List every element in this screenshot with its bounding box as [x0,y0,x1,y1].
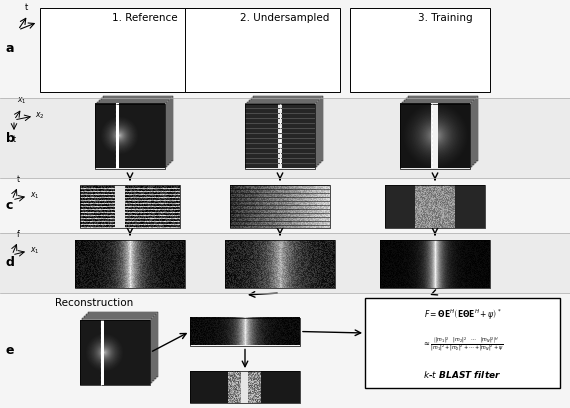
Bar [225,240,335,288]
Bar [402,102,472,166]
Bar [404,100,474,164]
Text: c: c [6,199,13,212]
Bar [75,240,185,288]
Text: t: t [17,175,19,184]
Bar [406,98,476,162]
Bar [385,185,485,228]
Bar [245,104,315,169]
Bar [103,95,173,160]
Text: f: f [17,230,19,239]
Bar [380,240,490,288]
Bar [408,95,478,160]
Text: e: e [6,344,14,357]
Text: $x_1$: $x_1$ [30,191,39,201]
Bar [97,102,167,166]
Bar [86,314,156,379]
Text: 1. Reference: 1. Reference [112,13,178,23]
Text: 2. Undersampled: 2. Undersampled [241,13,329,23]
Bar [190,371,300,403]
Bar [365,298,560,388]
Bar [84,316,154,381]
Text: $x_1$: $x_1$ [30,246,39,256]
Bar [230,185,330,228]
Bar [251,98,321,162]
Text: t: t [25,3,27,12]
Bar [82,318,152,383]
Bar [247,102,317,166]
Bar [99,100,169,164]
Bar [101,98,171,162]
Bar [40,8,195,92]
Bar [0,233,570,293]
Bar [88,312,158,377]
Bar [0,178,570,233]
Text: d: d [6,257,15,270]
Text: $x_2$: $x_2$ [35,111,44,121]
Text: t: t [13,135,15,144]
Text: $x_1$: $x_1$ [17,95,27,106]
Bar [350,8,490,92]
Bar [0,293,570,408]
Bar [190,317,300,346]
Text: 3. Training: 3. Training [418,13,473,23]
Bar [253,95,323,160]
Bar [400,104,470,169]
Text: $F = \mathbf{\Theta E}^H\left(\mathbf{E\Theta E}^H + \psi\right)^*$: $F = \mathbf{\Theta E}^H\left(\mathbf{E\… [424,308,502,322]
Bar [80,320,150,385]
Bar [0,0,570,98]
Text: $k$-$t$ BLAST filter: $k$-$t$ BLAST filter [424,369,502,380]
Text: b: b [6,131,15,144]
Bar [0,98,570,178]
Text: a: a [6,42,14,55]
Text: k: k [39,16,44,25]
Text: Reconstruction: Reconstruction [55,298,133,308]
Bar [80,185,180,228]
Bar [185,8,340,92]
Bar [249,100,319,164]
Bar [95,104,165,169]
Text: $\approx \frac{\left[|m_1|^2\quad|m_2|^2\quad\cdots\quad|m_N|^2\right]^H}{|m_1|^: $\approx \frac{\left[|m_1|^2\quad|m_2|^2… [422,335,503,355]
